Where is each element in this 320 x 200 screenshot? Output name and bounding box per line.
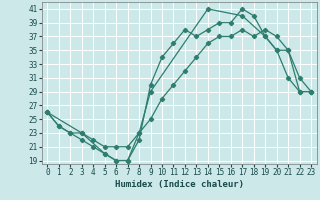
X-axis label: Humidex (Indice chaleur): Humidex (Indice chaleur) <box>115 180 244 189</box>
